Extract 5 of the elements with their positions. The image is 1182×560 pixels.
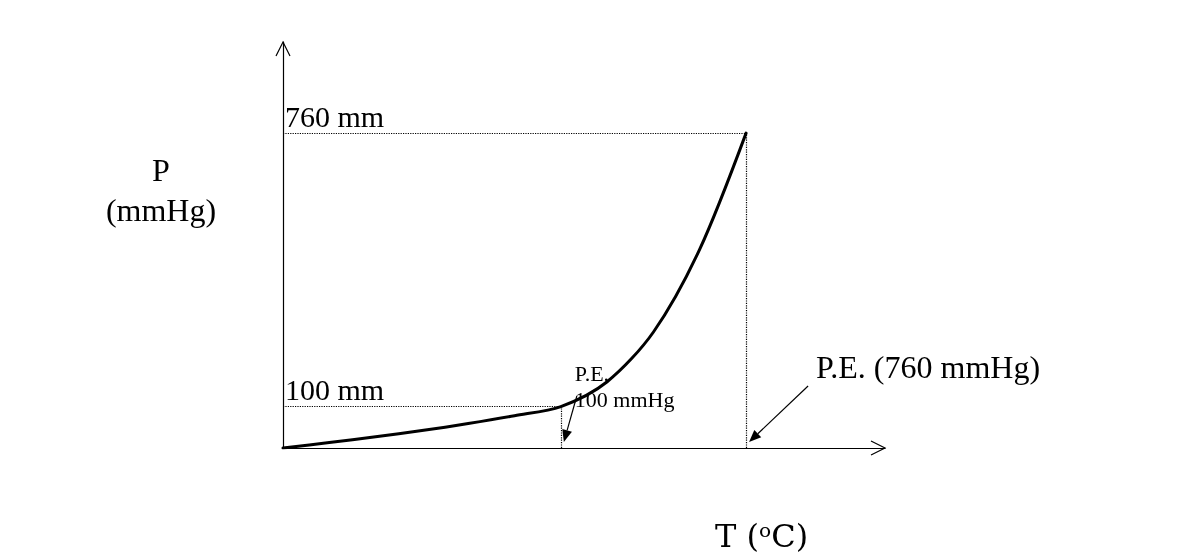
ref-line-label: 760 mm: [285, 99, 385, 133]
x-axis-title: T (ᵒC): [715, 517, 809, 555]
annotation: P.E. (760 mmHg): [816, 349, 1041, 386]
ref-line-label: 100 mm: [285, 373, 385, 407]
y-axis-title: P (mmHg): [105, 152, 217, 228]
